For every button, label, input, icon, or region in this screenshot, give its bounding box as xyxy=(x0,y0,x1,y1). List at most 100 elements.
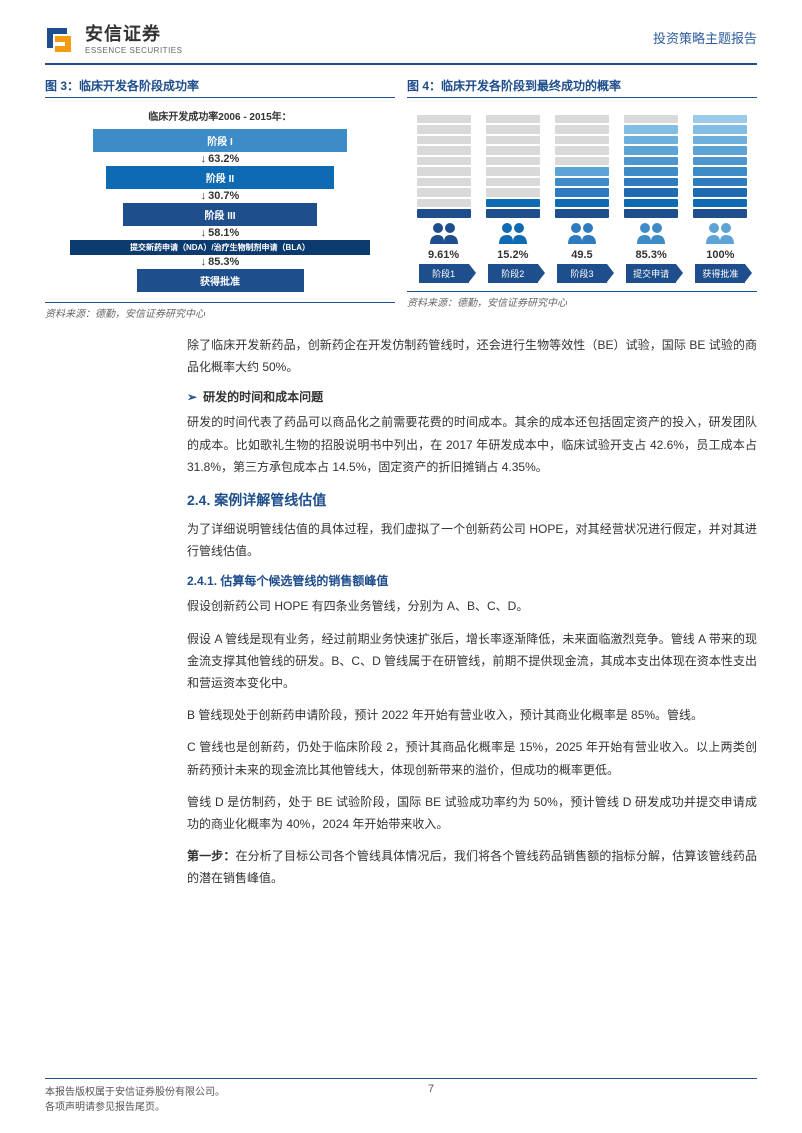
chart4-block xyxy=(417,115,471,124)
chart4-people-icon xyxy=(564,222,600,247)
chart3-title: 图 3：临床开发各阶段成功率 xyxy=(45,77,395,98)
chart3-arrow-pct: ↓ 63.2% xyxy=(53,153,387,165)
chart4-block xyxy=(693,157,747,166)
chart4-source: 资料来源：德勤，安信证券研究中心 xyxy=(407,291,757,309)
chart4-block xyxy=(624,136,678,145)
paragraph: 为了详细说明管线估值的具体过程，我们虚拟了一个创新药公司 HOPE，对其经营状况… xyxy=(187,518,757,562)
chart4-block xyxy=(624,146,678,155)
chart4-block xyxy=(624,157,678,166)
body-content: 除了临床开发新药品，创新药企在开发仿制药管线时，还会进行生物等效性（BE）试验，… xyxy=(0,320,802,889)
chart4-block xyxy=(417,178,471,187)
chart4-block xyxy=(624,188,678,197)
chart4-block xyxy=(555,115,609,124)
chart4-block xyxy=(486,167,540,176)
chart3-arrow-pct: ↓ 58.1% xyxy=(53,227,387,239)
chart4-block xyxy=(624,209,678,218)
chart4-block xyxy=(693,125,747,134)
section-2-4: 2.4. 案例详解管线估值 xyxy=(187,490,757,510)
paragraph: 除了临床开发新药品，创新药企在开发仿制药管线时，还会进行生物等效性（BE）试验，… xyxy=(187,334,757,378)
chart4-people-icon xyxy=(702,222,738,247)
report-type-label: 投资策略主题报告 xyxy=(653,28,757,47)
chart4-people-icon xyxy=(426,222,462,247)
chart3-body: 临床开发成功率2006 - 2015年： 阶段 I↓ 63.2%阶段 II↓ 3… xyxy=(45,104,395,299)
logo-text-cn: 安信证券 xyxy=(85,20,182,46)
section-2-4-1: 2.4.1. 估算每个候选管线的销售额峰值 xyxy=(187,572,757,589)
chart4-column xyxy=(693,115,747,218)
subheading-rd-cost: ➢ 研发的时间和成本问题 xyxy=(187,388,757,405)
arrow-down-icon: ↓ xyxy=(201,227,207,239)
chart4-column xyxy=(486,115,540,218)
chart4-block xyxy=(555,178,609,187)
chart4-pct-label: 49.5 xyxy=(555,249,609,261)
chart4-pct-label: 100% xyxy=(693,249,747,261)
logo-block: 安信证券 ESSENCE SECURITIES xyxy=(45,20,182,55)
paragraph: 研发的时间代表了药品可以商品化之前需要花费的时间成本。其余的成本还包括固定资产的… xyxy=(187,411,757,478)
chart4-block xyxy=(417,209,471,218)
chart4-block xyxy=(693,167,747,176)
chart4-people-icon xyxy=(495,222,531,247)
chart4-block xyxy=(555,136,609,145)
paragraph: C 管线也是创新药，仍处于临床阶段 2，预计其商品化概率是 15%，2025 年… xyxy=(187,736,757,780)
chart4-block xyxy=(624,178,678,187)
paragraph: 管线 D 是仿制药，处于 BE 试验阶段，国际 BE 试验成功率约为 50%，预… xyxy=(187,791,757,835)
chart4-block xyxy=(417,146,471,155)
chart3-stage-bar: 获得批准 xyxy=(137,269,304,292)
chart4-block xyxy=(693,136,747,145)
chart4-block: 图 4：临床开发各阶段到最终成功的概率 9.61%15.2%49.585.3%1… xyxy=(407,77,757,321)
chart3-stage-bar: 阶段 II xyxy=(106,166,333,189)
chart4-block xyxy=(624,199,678,208)
header-divider xyxy=(45,63,757,65)
arrow-down-icon: ↓ xyxy=(201,190,207,202)
chart4-block xyxy=(555,157,609,166)
chart3-subtitle: 临床开发成功率2006 - 2015年： xyxy=(53,108,387,123)
chart4-column xyxy=(624,115,678,218)
chart4-block xyxy=(486,146,540,155)
logo-text-en: ESSENCE SECURITIES xyxy=(85,46,182,55)
chart4-block xyxy=(486,188,540,197)
arrow-bullet-icon: ➢ xyxy=(187,390,197,404)
page-number: 7 xyxy=(428,1083,434,1095)
chart4-pct-label: 15.2% xyxy=(486,249,540,261)
chart4-block xyxy=(555,188,609,197)
chart4-block xyxy=(555,209,609,218)
chart4-block xyxy=(417,167,471,176)
chart4-stage-label: 阶段3 xyxy=(557,264,607,283)
chart4-block xyxy=(624,115,678,124)
chart4-body: 9.61%15.2%49.585.3%100% 阶段1阶段2阶段3提交申请获得批… xyxy=(407,104,757,287)
chart4-block xyxy=(417,136,471,145)
chart4-column xyxy=(417,115,471,218)
chart4-block xyxy=(486,136,540,145)
chart4-pct-label: 9.61% xyxy=(417,249,471,261)
chart4-pct-label: 85.3% xyxy=(624,249,678,261)
chart4-block xyxy=(486,125,540,134)
footer-divider xyxy=(45,1078,757,1079)
chart3-stage-bar: 阶段 III xyxy=(123,203,317,226)
chart4-block xyxy=(417,125,471,134)
chart4-block xyxy=(624,167,678,176)
paragraph: 假设 A 管线是现有业务，经过前期业务快速扩张后，增长率逐渐降低，未来面临激烈竞… xyxy=(187,628,757,695)
chart4-block xyxy=(693,209,747,218)
chart4-block xyxy=(555,199,609,208)
chart4-block xyxy=(486,178,540,187)
chart4-block xyxy=(486,209,540,218)
paragraph: B 管线现处于创新药申请阶段，预计 2022 年开始有营业收入，预计其商业化概率… xyxy=(187,704,757,726)
arrow-down-icon: ↓ xyxy=(201,153,207,165)
chart4-block xyxy=(693,115,747,124)
chart4-block xyxy=(486,115,540,124)
chart4-block xyxy=(693,188,747,197)
chart4-people-icon xyxy=(633,222,669,247)
chart4-column xyxy=(555,115,609,218)
chart4-block xyxy=(417,199,471,208)
chart4-block xyxy=(555,167,609,176)
page-header: 安信证券 ESSENCE SECURITIES 投资策略主题报告 xyxy=(0,0,802,63)
chart4-block xyxy=(555,146,609,155)
chart4-stage-label: 阶段2 xyxy=(488,264,538,283)
chart4-block xyxy=(693,146,747,155)
chart3-stage-bar: 提交新药申请（NDA）/治疗生物制剂申请（BLA） xyxy=(70,240,371,256)
chart4-block xyxy=(693,199,747,208)
paragraph: 假设创新药公司 HOPE 有四条业务管线，分别为 A、B、C、D。 xyxy=(187,595,757,617)
chart4-block xyxy=(486,199,540,208)
chart4-block xyxy=(417,188,471,197)
charts-row: 图 3：临床开发各阶段成功率 临床开发成功率2006 - 2015年： 阶段 I… xyxy=(0,77,802,321)
company-logo-icon xyxy=(45,22,77,54)
